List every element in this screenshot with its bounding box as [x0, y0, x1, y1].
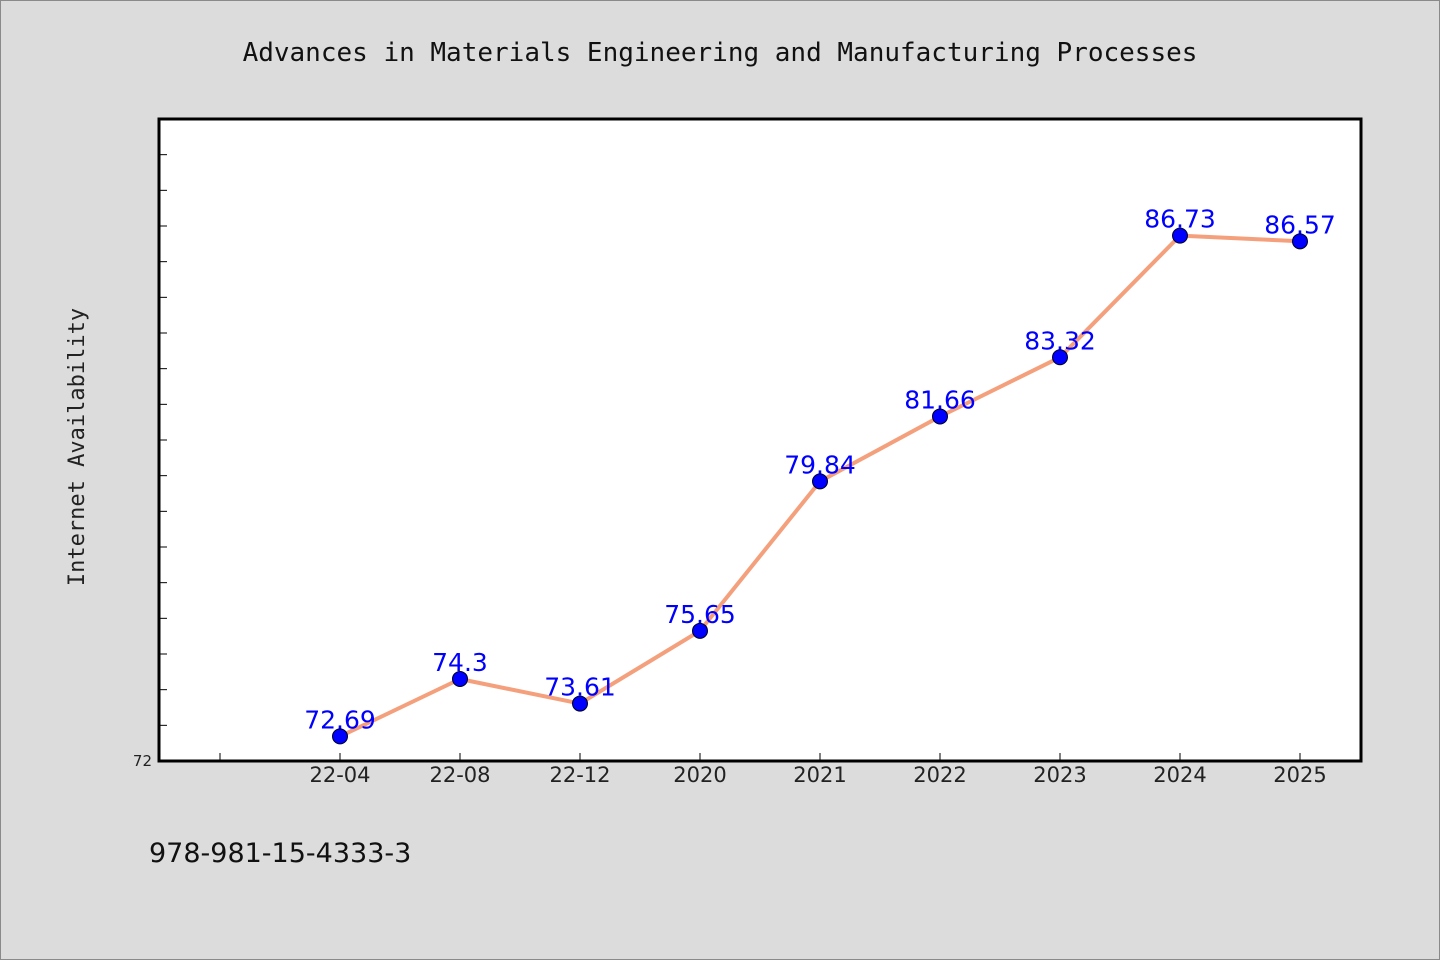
- y-tick-label: 72: [133, 752, 152, 770]
- x-tick-label: 22-12: [549, 763, 610, 787]
- x-tick-label: 2022: [913, 763, 966, 787]
- x-tick-label: 2021: [793, 763, 846, 787]
- y-axis-ticks: [159, 154, 167, 726]
- data-label: 86.57: [1264, 210, 1336, 239]
- x-axis-tick-labels: 22-04 22-08 22-12 2020 2021 2022 2023 2024 2025: [309, 763, 1326, 787]
- x-tick-label: 2020: [673, 763, 726, 787]
- data-point: [1052, 349, 1068, 366]
- x-tick-label: 2023: [1033, 763, 1086, 787]
- x-tick-label: 22-04: [309, 763, 370, 787]
- data-point: [932, 408, 948, 425]
- x-tick-label: 22-08: [429, 763, 490, 787]
- data-point: [692, 622, 708, 639]
- data-label: 86.73: [1144, 205, 1216, 234]
- data-point: [452, 670, 468, 687]
- data-label: 81.66: [904, 385, 976, 414]
- data-point: [812, 473, 828, 490]
- x-tick-label: 2024: [1153, 763, 1206, 787]
- data-label: 79.84: [784, 450, 856, 479]
- data-label: 74.3: [432, 648, 488, 677]
- data-label: 75.65: [664, 600, 736, 629]
- x-axis-ticks: [219, 753, 1301, 761]
- data-labels: 72.69 74.3 73.61 75.65 79.84 81.66 83.32 86.73 8…: [304, 205, 1336, 735]
- data-point: [1172, 227, 1188, 244]
- data-label: 83.32: [1024, 326, 1096, 355]
- data-markers: [332, 227, 1308, 745]
- chart-title: Advances in Materials Engineering and Ma…: [243, 38, 1198, 68]
- data-point: [572, 695, 588, 712]
- x-tick-label: 2025: [1273, 763, 1326, 787]
- isbn-footer: 978-981-15-4333-3: [149, 838, 411, 869]
- plot-area: [157, 117, 1363, 763]
- data-point: [332, 728, 348, 745]
- data-point: [1292, 233, 1308, 250]
- y-axis-label: Internet Availability: [65, 308, 90, 586]
- data-label: 72.69: [304, 705, 376, 734]
- data-label: 73.61: [544, 673, 616, 702]
